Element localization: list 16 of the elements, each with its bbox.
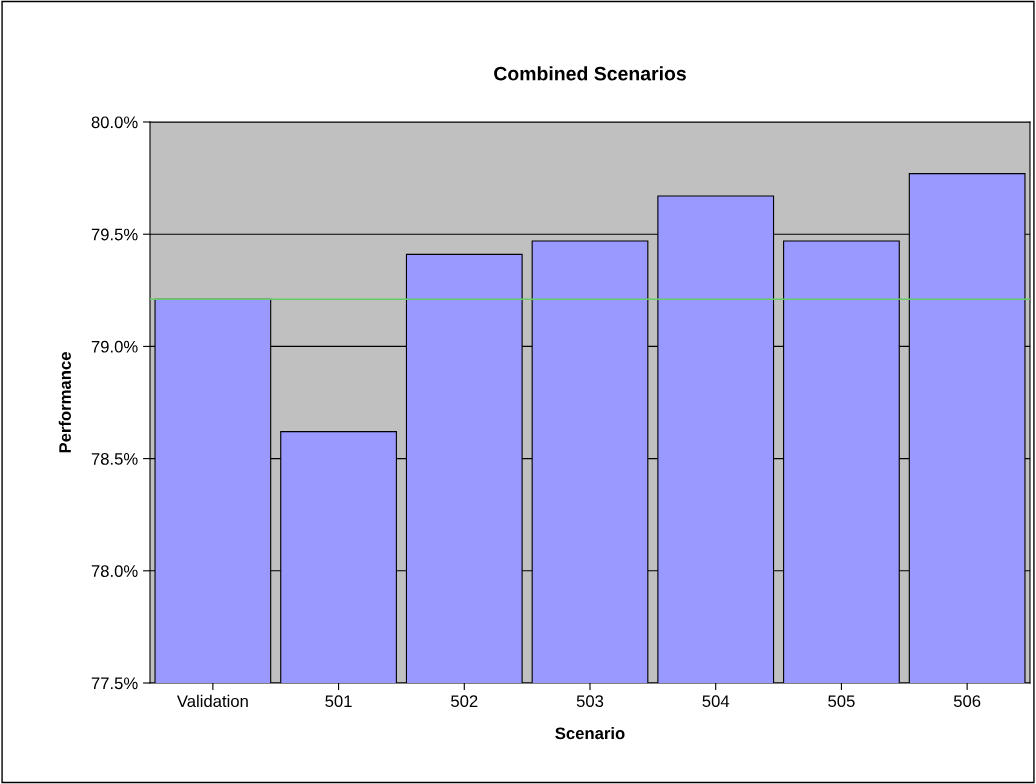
x-tick-label: Validation bbox=[176, 694, 248, 708]
y-tick-label: 80.0% bbox=[91, 116, 138, 129]
y-tick-label: 78.5% bbox=[91, 453, 138, 465]
x-tick-label: 506 bbox=[953, 695, 981, 708]
y-axis-title: Performance bbox=[58, 352, 71, 453]
x-tick-label: 502 bbox=[451, 695, 478, 708]
x-tick-label: 505 bbox=[828, 695, 855, 708]
x-tick-label: 504 bbox=[702, 695, 730, 708]
y-tick-label: 79.0% bbox=[91, 340, 138, 353]
x-tick-label: 501 bbox=[325, 695, 352, 708]
y-tick-label: 77.5% bbox=[91, 677, 138, 690]
chart-title: Combined Scenarios bbox=[494, 66, 686, 81]
x-tick-label: 503 bbox=[576, 695, 604, 708]
y-tick-label: 78.0% bbox=[91, 565, 138, 577]
x-axis-title: Scenario bbox=[555, 727, 625, 740]
y-tick-label: 79.5% bbox=[91, 228, 138, 241]
